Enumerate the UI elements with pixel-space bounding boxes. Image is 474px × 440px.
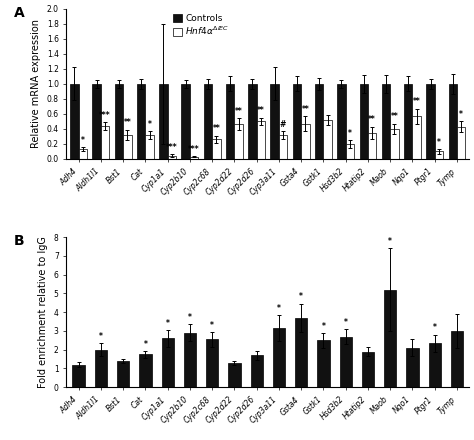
Bar	[451, 331, 463, 387]
Bar	[406, 348, 419, 387]
Text: *: *	[148, 120, 152, 129]
Bar	[412, 116, 421, 159]
Bar	[70, 84, 79, 159]
Bar	[95, 350, 107, 387]
Text: *: *	[277, 304, 281, 313]
Text: **: **	[235, 107, 243, 116]
Bar	[404, 84, 412, 159]
Bar	[435, 151, 443, 159]
Bar	[228, 363, 240, 387]
Text: *: *	[99, 332, 103, 341]
Bar	[359, 84, 368, 159]
Text: **: **	[301, 105, 310, 114]
Text: **: **	[368, 115, 376, 125]
Bar	[226, 84, 235, 159]
Text: ***: ***	[166, 143, 178, 152]
Bar	[162, 338, 174, 387]
Bar	[139, 354, 152, 387]
Bar	[123, 135, 132, 159]
Bar	[346, 144, 354, 159]
Bar	[101, 126, 109, 159]
Text: *: *	[299, 293, 303, 301]
Bar	[457, 127, 465, 159]
Legend: Controls, $Hnf4\alpha^{\Delta IEC}$: Controls, $Hnf4\alpha^{\Delta IEC}$	[172, 13, 230, 38]
Text: ***: ***	[188, 145, 200, 154]
Text: **: **	[391, 112, 398, 121]
Bar	[235, 125, 243, 159]
Bar	[382, 84, 390, 159]
Bar	[390, 129, 399, 159]
Bar	[368, 133, 376, 159]
Bar	[92, 84, 101, 159]
Bar	[117, 361, 129, 387]
Bar	[271, 84, 279, 159]
Text: *: *	[210, 321, 214, 330]
Bar	[301, 124, 310, 159]
Text: *: *	[437, 138, 441, 147]
Bar	[248, 84, 257, 159]
Bar	[204, 84, 212, 159]
Y-axis label: Relative mRNA expression: Relative mRNA expression	[31, 19, 41, 148]
Bar	[339, 337, 352, 387]
Bar	[159, 84, 168, 159]
Bar	[323, 120, 332, 159]
Bar	[168, 156, 176, 159]
Text: *: *	[321, 322, 325, 330]
Bar	[426, 84, 435, 159]
Bar	[257, 121, 265, 159]
Bar	[115, 84, 123, 159]
Bar	[362, 352, 374, 387]
Bar	[293, 84, 301, 159]
Bar	[79, 149, 87, 159]
Text: *: *	[344, 318, 347, 327]
Bar	[251, 355, 263, 387]
Text: *: *	[388, 237, 392, 246]
Bar	[273, 328, 285, 387]
Text: *: *	[459, 110, 463, 119]
Text: **: **	[123, 118, 131, 128]
Bar	[137, 84, 146, 159]
Bar	[184, 333, 196, 387]
Y-axis label: Fold enrichment relative to IgG: Fold enrichment relative to IgG	[38, 236, 48, 388]
Text: B: B	[14, 234, 25, 248]
Text: **: **	[413, 97, 420, 106]
Text: #: #	[280, 120, 286, 129]
Bar	[212, 139, 220, 159]
Text: *: *	[433, 323, 437, 332]
Bar	[315, 84, 323, 159]
Text: *: *	[188, 313, 192, 322]
Bar	[182, 84, 190, 159]
Text: *: *	[144, 340, 147, 349]
Text: *: *	[348, 129, 352, 138]
Bar	[384, 290, 396, 387]
Bar	[295, 318, 307, 387]
Bar	[279, 135, 287, 159]
Text: ***: ***	[99, 111, 111, 120]
Text: *: *	[166, 319, 170, 328]
Bar	[337, 84, 346, 159]
Text: **: **	[257, 106, 265, 115]
Bar	[146, 135, 154, 159]
Text: **: **	[212, 125, 220, 133]
Bar	[428, 343, 441, 387]
Bar	[317, 340, 329, 387]
Text: *: *	[81, 136, 85, 145]
Bar	[190, 157, 198, 159]
Bar	[206, 339, 219, 387]
Text: A: A	[14, 6, 25, 20]
Bar	[73, 365, 85, 387]
Bar	[448, 84, 457, 159]
